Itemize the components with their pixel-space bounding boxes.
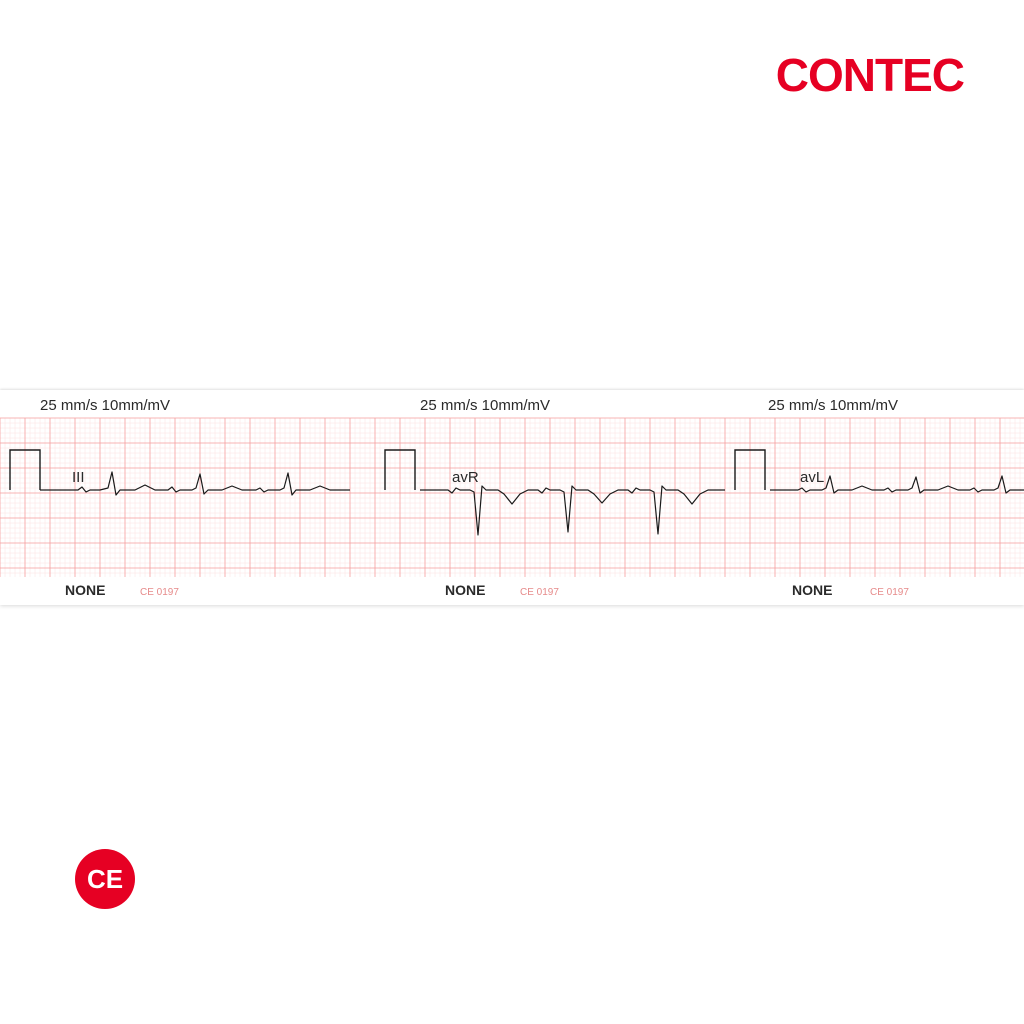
- ecg-strip: 25 mm/s 10mm/mV III NONE CE 0197 25 mm/s 10m…: [0, 390, 1024, 605]
- svg-text:25 mm/s 10mm/mV: 25 mm/s 10mm/mV: [768, 397, 898, 414]
- svg-text:25 mm/s 10mm/mV: 25 mm/s 10mm/mV: [420, 397, 550, 414]
- svg-text:CE 0197: CE 0197: [870, 587, 909, 598]
- ce-mark-text: CE: [87, 864, 123, 895]
- svg-text:III: III: [72, 469, 85, 486]
- svg-text:NONE: NONE: [65, 582, 105, 598]
- ecg-chart-svg: 25 mm/s 10mm/mV III NONE CE 0197 25 mm/s 10m…: [0, 390, 1024, 605]
- ce-badge: CE: [75, 849, 135, 909]
- brand-logo: CONTEC: [776, 48, 964, 102]
- svg-text:avR: avR: [452, 469, 479, 486]
- svg-text:avL: avL: [800, 469, 824, 486]
- svg-text:25 mm/s 10mm/mV: 25 mm/s 10mm/mV: [40, 397, 170, 414]
- svg-text:NONE: NONE: [445, 582, 485, 598]
- svg-text:CE 0197: CE 0197: [520, 587, 559, 598]
- svg-text:NONE: NONE: [792, 582, 832, 598]
- svg-text:CE 0197: CE 0197: [140, 587, 179, 598]
